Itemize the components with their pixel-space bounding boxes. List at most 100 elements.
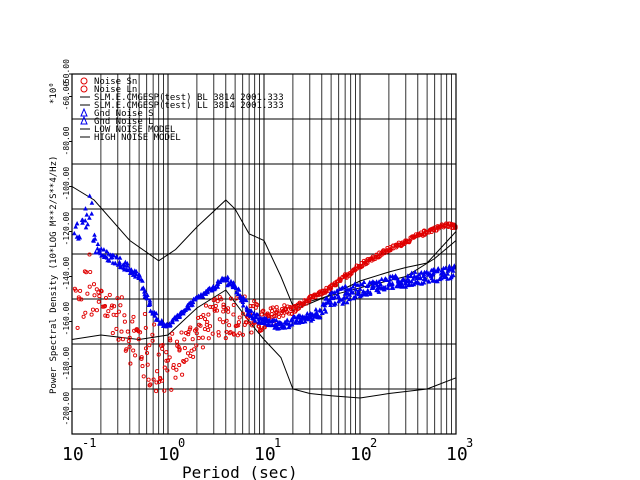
- ground-noise-point: [416, 280, 422, 286]
- axes-layer: -50.00-60.00 -80.00 -100.00 -120.00 -140.00 -…: [62, 59, 473, 465]
- noise-point: [202, 316, 208, 322]
- ground-noise-point: [371, 283, 376, 289]
- ground-noise-point: [421, 280, 427, 285]
- noise-point: [200, 335, 205, 340]
- ground-noise-point: [113, 260, 118, 266]
- legend-label: HIGH NOISE MODEL: [94, 133, 181, 143]
- ground-noise-point: [406, 281, 412, 287]
- noise-point: [165, 358, 171, 363]
- legend-entry: SLM.E.CMGESP(test) LL 3814 2001.333: [80, 101, 284, 111]
- ground-noise-point: [145, 295, 150, 301]
- ground-noise-point: [347, 292, 353, 297]
- ground-noise-point: [412, 273, 417, 278]
- noise-point: [231, 302, 236, 308]
- noise-point: [162, 388, 167, 393]
- noise-point: [156, 352, 161, 357]
- ground-noise-point: [107, 258, 112, 263]
- noise-point: [173, 375, 178, 380]
- noise-point: [277, 314, 282, 320]
- ground-noise-point: [367, 291, 373, 296]
- ground-noise-point: [225, 276, 230, 281]
- noise-point: [249, 330, 254, 335]
- noise-point: [83, 310, 88, 315]
- legend-entry: Noise Ln: [80, 85, 137, 95]
- x-tick-label: 10: [158, 444, 180, 465]
- noise-point: [198, 314, 204, 320]
- noise-point: [207, 324, 213, 329]
- noise-point: [231, 332, 237, 337]
- ground-noise-point: [305, 310, 310, 316]
- noise-point: [160, 346, 165, 351]
- noise-point: [354, 263, 359, 268]
- noise-point: [221, 309, 226, 314]
- noise-point: [213, 303, 218, 308]
- y-tick-label: -180.00: [62, 347, 71, 381]
- noise-point: [150, 332, 155, 337]
- legend-triangle-icon: [80, 107, 88, 117]
- noise-point: [180, 372, 185, 377]
- noise-point: [198, 323, 203, 328]
- noise-point: [122, 319, 127, 324]
- noise-point: [187, 327, 192, 332]
- noise-point: [110, 303, 115, 308]
- noise-point: [274, 305, 279, 310]
- noise-point: [304, 301, 309, 306]
- noise-point: [160, 342, 165, 348]
- noise-point: [215, 299, 220, 304]
- ground-noise-point: [134, 269, 139, 274]
- noise-point: [269, 312, 274, 317]
- noise-point: [262, 325, 267, 330]
- ground-noise-point: [95, 246, 100, 251]
- ground-noise-point: [254, 314, 259, 320]
- ground-noise-point: [132, 274, 138, 279]
- y-exponent-label: *10⁰: [49, 82, 59, 104]
- noise-point: [98, 288, 104, 293]
- noise-point: [152, 322, 157, 327]
- noise-point: [282, 303, 287, 308]
- noise-point: [116, 309, 121, 314]
- noise-point: [174, 367, 179, 372]
- ground-noise-point: [114, 255, 120, 260]
- legend-triangle-icon: [80, 115, 88, 125]
- ground-noise-point: [426, 279, 432, 284]
- x-tick-label: 10: [350, 444, 372, 465]
- noise-point: [140, 364, 145, 369]
- ground-noise-point: [390, 285, 396, 290]
- ground-noise-point: [238, 294, 243, 300]
- ground-noise-point: [399, 281, 405, 286]
- ground-noise-point: [269, 322, 275, 328]
- noise-point: [177, 363, 182, 368]
- noise-point: [234, 296, 239, 301]
- noise-point: [182, 359, 187, 364]
- noise-point: [329, 286, 334, 291]
- ground-noise-point: [95, 241, 101, 246]
- ground-noise-point: [317, 314, 323, 319]
- noise-point: [188, 325, 193, 330]
- ground-noise-point: [435, 265, 441, 271]
- ground-noise-point: [91, 238, 96, 243]
- ground-noise-point: [419, 270, 424, 275]
- noise-point: [162, 365, 167, 370]
- ground-noise-point: [141, 285, 146, 290]
- ground-noise-point: [293, 319, 299, 325]
- noise-point: [77, 297, 82, 302]
- ground-noise-point: [215, 284, 221, 289]
- ground-noise-point: [350, 284, 356, 289]
- ground-noise-point: [72, 230, 77, 236]
- noise-point: [167, 355, 172, 360]
- plot-frame: [71, 73, 457, 435]
- ground-noise-point: [323, 309, 329, 314]
- noise-point: [119, 329, 124, 334]
- noise-point: [110, 331, 115, 336]
- noise-point: [169, 387, 174, 392]
- ground-noise-point: [441, 269, 446, 275]
- noise-point: [182, 337, 187, 342]
- x-tick-label: 10: [446, 444, 468, 465]
- noise-point: [73, 288, 78, 293]
- noise-point: [289, 311, 295, 317]
- noise-point: [231, 312, 236, 317]
- noise-point: [338, 278, 343, 284]
- ground-noise-point: [390, 281, 395, 287]
- ground-noise-point: [341, 299, 347, 305]
- noise-point: [210, 331, 215, 336]
